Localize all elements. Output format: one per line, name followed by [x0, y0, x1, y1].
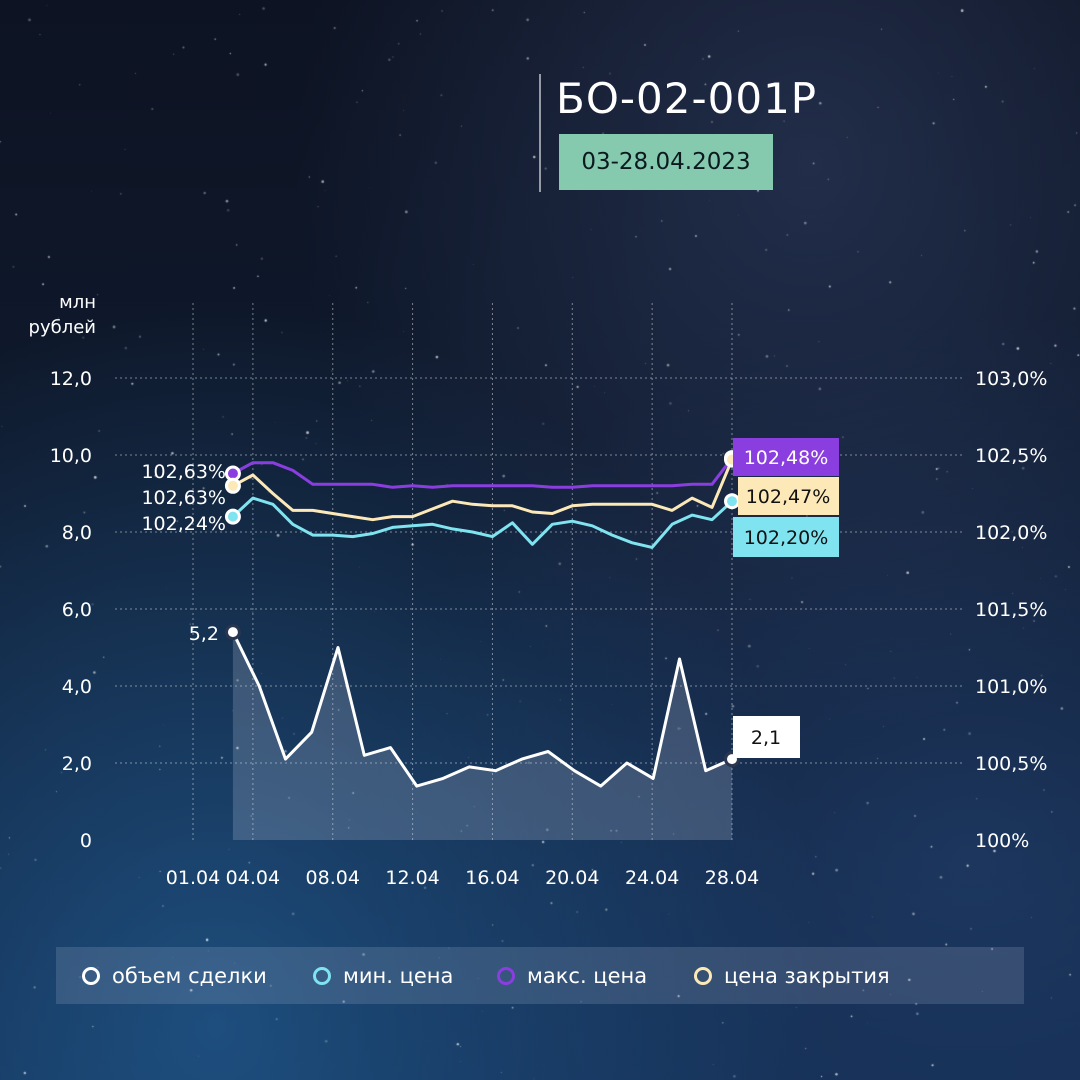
- volume-area: [232, 632, 733, 840]
- min-price-end-label-box: [733, 517, 839, 557]
- close-price-end-label: 102,47%: [746, 486, 831, 508]
- x-axis-tick-label: 24.04: [625, 867, 679, 889]
- max-price-end-label-box: [733, 438, 839, 476]
- left-axis-tick-label: 6,0: [62, 599, 92, 621]
- right-axis-tick-label: 103,0%: [975, 368, 1047, 390]
- right-axis-tick-label: 101,0%: [975, 676, 1047, 698]
- left-axis-tick-label: 8,0: [62, 522, 92, 544]
- volume-line: [231, 631, 733, 788]
- legend-close-price-marker-icon: [694, 966, 712, 985]
- min-price-start-label: 102,24%: [141, 513, 226, 535]
- x-axis-tick-label: 01.04: [166, 867, 220, 889]
- right-axis-tick-label: 102,0%: [975, 522, 1047, 544]
- right-axis-tick-label: 102,5%: [975, 445, 1047, 467]
- close-price-start-label: 102,63%: [141, 487, 226, 509]
- max-price-line: [232, 457, 734, 489]
- x-axis-tick-label: 12.04: [385, 867, 439, 889]
- volume-end-label-box: [733, 716, 800, 758]
- right-axis-tick-label: 100,5%: [975, 753, 1047, 775]
- legend-item-close-price: цена закрытия: [694, 947, 890, 1004]
- max-price-start-label: 102,63%: [141, 461, 226, 483]
- x-axis-tick-label: 28.04: [705, 867, 759, 889]
- legend-item-min-price: мин. цена: [313, 947, 453, 1004]
- min-price-line: [231, 496, 734, 549]
- unit-label-line2: рублей: [28, 317, 96, 338]
- left-axis-tick-label: 10,0: [50, 445, 92, 467]
- date-range-badge: 03-28.04.2023: [559, 134, 773, 190]
- unit-label-line1: млн: [59, 292, 96, 313]
- min-price-end-marker: [724, 493, 741, 510]
- header-divider: [539, 74, 541, 192]
- close-price-end-label-box: [738, 477, 839, 515]
- x-axis-tick-label: 04.04: [226, 867, 280, 889]
- min-price-start-marker: [224, 508, 241, 525]
- unit-label: млн рублей: [6, 290, 96, 340]
- legend-min-price-marker-icon: [313, 966, 331, 985]
- legend-item-max-price: макс. цена: [497, 947, 647, 1004]
- x-axis-tick-label: 16.04: [465, 867, 519, 889]
- x-axis-tick-label: 08.04: [306, 867, 360, 889]
- legend-volume-label: объем сделки: [112, 963, 267, 988]
- legend-volume-marker-icon: [82, 966, 100, 985]
- right-axis-tick-label: 101,5%: [975, 599, 1047, 621]
- right-axis-tick-label: 100%: [975, 830, 1029, 852]
- x-axis-tick-label: 20.04: [545, 867, 599, 889]
- left-axis-tick-label: 0: [80, 830, 92, 852]
- legend-close-price-label: цена закрытия: [724, 963, 890, 988]
- volume-start-label: 5,2: [189, 623, 219, 645]
- left-axis-tick-label: 4,0: [62, 676, 92, 698]
- legend-max-price-marker-icon: [497, 966, 515, 985]
- bond-title: БО-02-001Р: [556, 74, 818, 123]
- max-price-end-label: 102,48%: [744, 447, 829, 469]
- min-price-end-label: 102,20%: [744, 527, 829, 549]
- legend-max-price-label: макс. цена: [527, 963, 648, 988]
- left-axis-tick-label: 2,0: [62, 753, 92, 775]
- legend-item-volume: объем сделки: [82, 947, 267, 1004]
- left-axis-tick-label: 12,0: [50, 368, 92, 390]
- close-price-start-marker: [224, 477, 241, 494]
- volume-start-marker: [224, 624, 241, 641]
- legend: объем сделки мин. цена макс. цена цена з…: [56, 947, 1024, 1004]
- close-price-line: [232, 459, 734, 522]
- legend-min-price-label: мин. цена: [343, 963, 454, 988]
- volume-end-label: 2,1: [751, 727, 781, 749]
